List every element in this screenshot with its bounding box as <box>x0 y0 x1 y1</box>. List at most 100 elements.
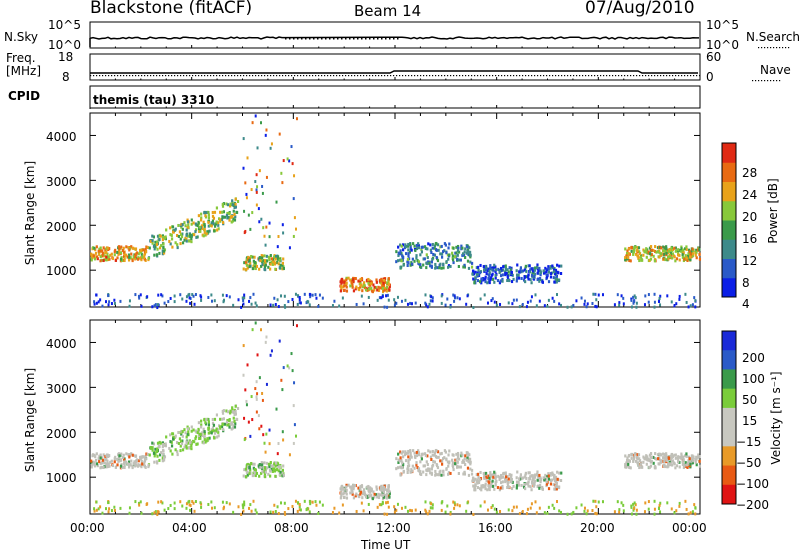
velocity-scatter-cell <box>660 459 663 463</box>
velocity-scatter-cell <box>558 485 561 489</box>
power-scatter-cell <box>489 266 492 270</box>
velocity-nearrange-cell <box>187 500 190 504</box>
beam-label: Beam 14 <box>354 2 422 20</box>
power-scatter-cell <box>360 277 364 281</box>
velocity-scatter-cell <box>263 469 266 473</box>
power-scatter-cell <box>211 210 214 214</box>
nave-series-dot <box>207 75 209 77</box>
nave-series-dot <box>513 75 515 77</box>
power-scatter-cell <box>532 277 536 281</box>
power-scatter-cell <box>506 279 509 283</box>
velocity-nearrange-cell <box>113 505 116 509</box>
power-scatter-cell <box>499 274 503 278</box>
power-colorbar-cell <box>722 143 736 163</box>
velocity-scatter-cell <box>467 457 470 461</box>
power-colorbar-cell <box>722 200 736 221</box>
velocity-scatter-cell <box>130 459 133 463</box>
velocity-scatter-cell <box>397 452 400 456</box>
velocity-sparse-cell <box>255 410 258 414</box>
velocity-scatter-cell <box>363 493 367 497</box>
velocity-nearrange-cell <box>242 509 245 513</box>
power-nearrange-cell <box>199 294 202 298</box>
power-nearrange-cell <box>95 301 98 305</box>
power-scatter-cell <box>97 249 100 253</box>
power-scatter-cell <box>411 257 414 261</box>
velocity-scatter-cell <box>357 486 360 490</box>
power-scatter-cell <box>90 252 93 256</box>
velocity-scatter-cell <box>683 464 686 468</box>
nsearch-series-dot <box>293 38 295 40</box>
velocity-scatter-cell <box>384 487 387 491</box>
velocity-scatter-cell <box>180 429 183 433</box>
velocity-scatter-cell <box>456 464 459 468</box>
power-nearrange-cell <box>93 300 96 304</box>
power-nearrange-cell <box>309 295 312 299</box>
velocity-scatter-cell <box>253 469 256 473</box>
power-scatter-cell <box>447 257 450 261</box>
velocity-scatter-cell <box>445 467 448 471</box>
power-scatter-cell <box>203 224 206 228</box>
power-scatter-cell <box>429 248 432 252</box>
velocity-scatter-cell <box>261 461 264 465</box>
nsearch-series-dot <box>285 38 287 40</box>
velocity-scatter-cell <box>90 465 93 469</box>
velocity-scatter-cell <box>457 471 460 475</box>
velocity-scatter-cell <box>486 488 489 492</box>
power-scatter-cell <box>472 277 475 281</box>
power-sparse-cell <box>242 166 245 170</box>
power-nearrange-cell <box>254 301 257 305</box>
velocity-nearrange-cell <box>592 499 595 503</box>
velocity-scatter-cell <box>175 440 179 444</box>
power-nearrange-cell <box>490 299 493 303</box>
power-scatter-cell <box>424 247 427 251</box>
power-scatter-cell <box>555 280 558 284</box>
power-scatter-cell <box>370 282 373 286</box>
velocity-scatter-cell <box>472 479 476 483</box>
power-scatter-cell <box>407 248 410 252</box>
velocity-nearrange-cell <box>242 505 245 509</box>
power-scatter-cell <box>417 246 421 250</box>
power-scatter-cell <box>527 277 530 281</box>
power-sparse-cell <box>281 223 284 227</box>
velocity-ytick-3000: 3000 <box>46 382 77 396</box>
power-nearrange-cell <box>277 305 280 309</box>
velocity-nearrange-cell <box>560 510 563 514</box>
velocity-nearrange-cell <box>222 507 225 511</box>
nave-legend-dot <box>764 80 766 82</box>
velocity-nearrange-cell <box>452 500 455 504</box>
power-nearrange-cell <box>543 304 546 308</box>
power-scatter-cell <box>668 253 671 257</box>
velocity-scatter-cell <box>453 462 457 466</box>
power-scatter-cell <box>361 285 364 289</box>
nave-series-dot <box>603 75 605 77</box>
velocity-scatter-cell <box>545 482 549 486</box>
power-scatter-cell <box>640 258 643 262</box>
velocity-scatter-cell <box>433 451 437 455</box>
velocity-scatter-cell <box>549 479 553 483</box>
velocity-nearrange-cell <box>583 509 586 513</box>
velocity-scatter-cell <box>487 484 490 488</box>
velocity-scatter-cell <box>444 450 447 454</box>
velocity-sparse-cell <box>264 450 267 454</box>
velocity-scatter-cell <box>435 462 438 466</box>
power-sparse-cell <box>282 159 285 163</box>
nave-series-dot <box>495 75 497 77</box>
power-scatter-cell <box>197 214 200 218</box>
velocity-scatter-cell <box>153 454 156 458</box>
power-sparse-cell <box>275 200 278 204</box>
velocity-nearrange-cell <box>670 507 673 511</box>
velocity-scatter-cell <box>454 458 457 462</box>
power-scatter-cell <box>457 258 461 262</box>
power-scatter-cell <box>507 270 510 274</box>
nave-series-dot <box>345 75 347 77</box>
nave-legend-dot <box>758 80 760 82</box>
velocity-scatter-cell <box>345 488 348 492</box>
velocity-scatter-cell <box>431 453 434 457</box>
power-sparse-cell <box>258 169 261 173</box>
velocity-scatter-cell <box>276 462 280 466</box>
velocity-nearrange-cell <box>387 505 390 509</box>
velocity-scatter-cell <box>524 473 527 477</box>
power-scatter-cell <box>352 280 355 284</box>
power-sparse-cell <box>270 142 273 146</box>
power-scatter-cell <box>205 211 208 215</box>
